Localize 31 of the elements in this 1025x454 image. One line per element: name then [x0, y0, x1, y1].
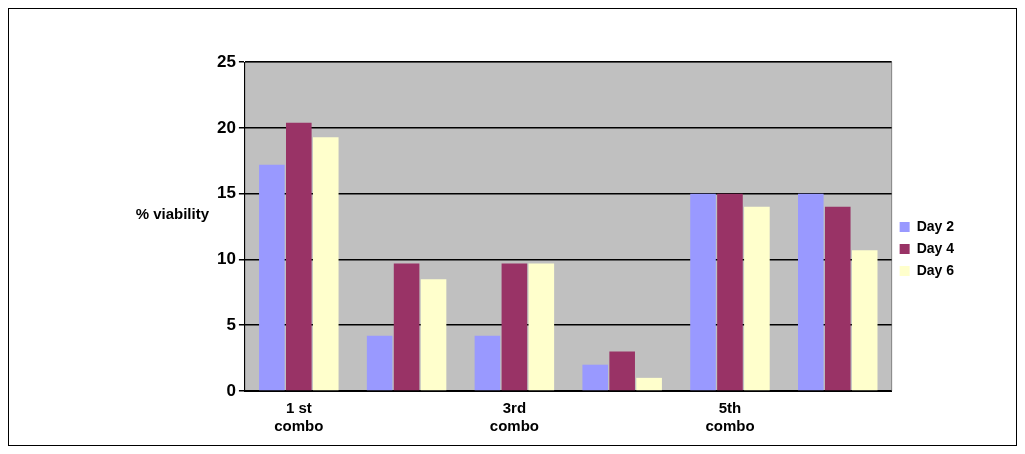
y-tick-label: 15: [216, 183, 236, 203]
bar: [420, 279, 447, 391]
legend-label: Day 6: [916, 261, 955, 278]
x-tick-label: 3rd combo: [489, 399, 539, 435]
y-tick-label: 5: [226, 314, 236, 334]
bar: [393, 263, 420, 391]
bar: [798, 193, 824, 391]
y-tick-label: 25: [216, 51, 236, 71]
bar: [690, 193, 716, 391]
legend-label: Day 4: [916, 239, 955, 256]
bar: [501, 263, 528, 391]
bar: [824, 206, 851, 391]
y-tick-label: 10: [216, 249, 236, 269]
bar: [609, 351, 635, 391]
y-axis-title: % viability: [134, 205, 209, 222]
bar: [717, 193, 743, 391]
bar: [286, 122, 312, 391]
bar: [474, 335, 501, 391]
bar: [312, 137, 339, 391]
bar: [366, 335, 393, 391]
bar: [744, 206, 770, 391]
bar: [636, 377, 662, 391]
bar: [528, 263, 555, 391]
bar: [259, 164, 285, 391]
y-tick-label: 0: [226, 380, 236, 400]
bar: [851, 250, 878, 391]
x-tick-label: 1 st combo: [274, 399, 324, 435]
legend-label: Day 2: [916, 217, 955, 234]
y-tick-label: 20: [216, 117, 236, 137]
bar: [582, 364, 609, 391]
x-tick-label: 5th combo: [705, 399, 755, 435]
